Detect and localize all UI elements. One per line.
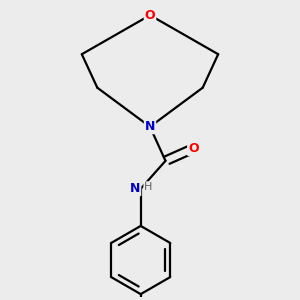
Text: N: N xyxy=(130,182,140,195)
Text: N: N xyxy=(145,120,155,133)
Text: O: O xyxy=(145,9,155,22)
Text: O: O xyxy=(188,142,199,155)
Text: H: H xyxy=(144,182,152,192)
